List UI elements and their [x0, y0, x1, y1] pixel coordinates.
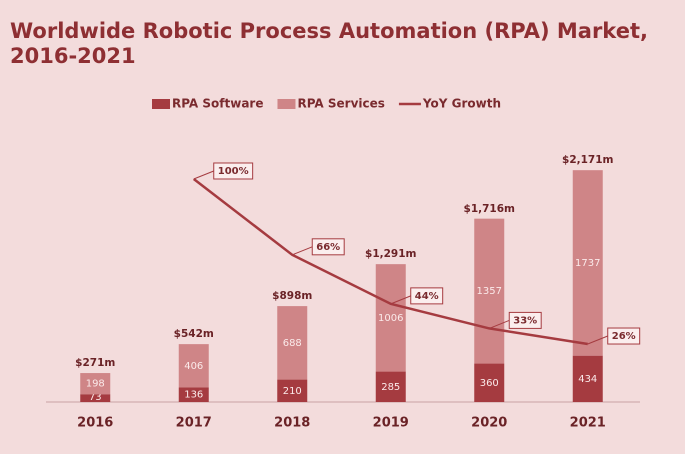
label-box: [410, 287, 444, 305]
growth-label: 44%: [415, 291, 439, 302]
x-tick-label: 2018: [274, 416, 310, 431]
segment-label: 1737: [575, 258, 600, 269]
legend-label: RPA Software: [172, 97, 263, 111]
bar-segment: [375, 264, 406, 372]
segment-label: 434: [578, 374, 597, 385]
segment-label: 1006: [378, 313, 403, 324]
growth-label: 26%: [612, 331, 636, 342]
growth-label: 100%: [218, 166, 249, 177]
label-box: [508, 311, 542, 329]
x-tick-label: 2017: [176, 416, 212, 431]
x-tick-label: 2019: [373, 416, 409, 431]
total-label: $898m: [272, 290, 312, 302]
growth-label: 33%: [513, 315, 537, 326]
label-box: [311, 238, 345, 256]
bar-segment: [572, 170, 603, 356]
label-leader: [292, 246, 313, 256]
x-tick-label: 2021: [570, 416, 606, 431]
bar-segment: [277, 379, 308, 402]
bar-segment: [474, 363, 505, 402]
chart-subtitle: 2016-2021: [10, 44, 136, 68]
label-box: [607, 327, 641, 345]
segment-label: 406: [184, 361, 203, 372]
label-leader: [390, 295, 411, 305]
segment-label: 1357: [477, 286, 502, 297]
bar-segment: [178, 387, 209, 402]
label-leader: [193, 170, 214, 180]
growth-label: 66%: [316, 242, 340, 253]
bar-segment: [375, 371, 406, 402]
total-label: $1,291m: [365, 248, 417, 260]
total-label: $271m: [75, 357, 115, 369]
bar-segment: [178, 344, 209, 388]
total-label: $542m: [174, 328, 214, 340]
legend-swatch: [277, 99, 296, 109]
segment-label: 198: [86, 379, 105, 390]
label-box: [213, 162, 254, 180]
total-label: $2,171m: [562, 154, 614, 166]
total-label: $1,716m: [464, 203, 516, 215]
label-leader: [587, 335, 608, 345]
bar-segment: [80, 394, 111, 402]
segment-label: 136: [184, 390, 203, 401]
chart-title: Worldwide Robotic Process Automation (RP…: [10, 19, 648, 43]
bar-segment: [80, 373, 111, 395]
segment-label: 73: [89, 392, 102, 403]
bar-segment: [572, 355, 603, 402]
segment-label: 210: [283, 386, 302, 397]
legend-label: YoY Growth: [422, 97, 501, 111]
segment-label: 285: [381, 382, 400, 393]
legend-swatch: [152, 99, 170, 109]
bar-segment: [474, 218, 505, 364]
segment-label: 360: [480, 378, 499, 389]
segment-label: 688: [283, 338, 302, 349]
x-tick-label: 2020: [471, 416, 507, 431]
bar-segment: [277, 306, 308, 380]
label-leader: [489, 319, 510, 329]
legend-label: RPA Services: [297, 97, 384, 111]
x-tick-label: 2016: [77, 416, 113, 431]
